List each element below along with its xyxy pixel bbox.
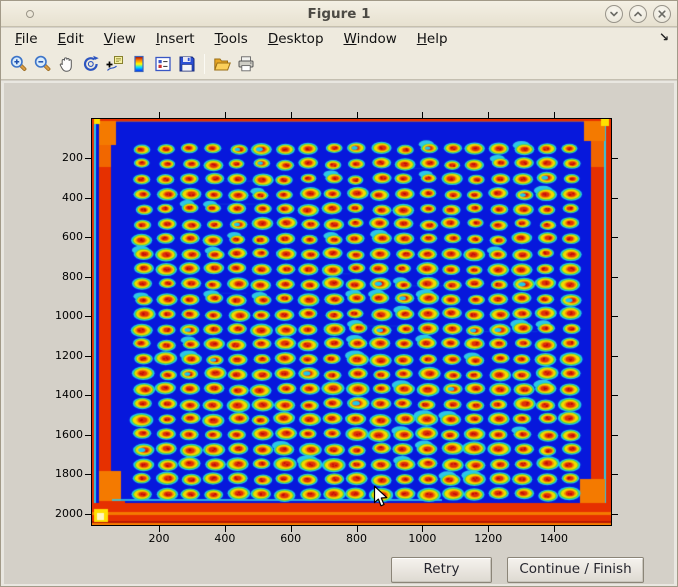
window-title: Figure 1	[307, 5, 371, 22]
tick-mark	[612, 434, 618, 436]
zoom-out-icon[interactable]	[31, 53, 55, 75]
x-axis-tick-label: 800	[346, 532, 368, 545]
x-axis-tick-label: 1000	[408, 532, 437, 545]
tick-mark	[612, 197, 618, 199]
tick-mark	[612, 316, 618, 318]
y-axis-tick-label: 600	[62, 230, 83, 244]
rotate-3d-icon[interactable]	[79, 53, 103, 75]
window-frame-right	[674, 81, 677, 586]
close-button[interactable]	[653, 5, 671, 23]
tick-mark	[85, 157, 91, 159]
y-axis-tick-label: 400	[62, 190, 83, 204]
tick-mark	[159, 526, 161, 532]
y-axis-tick-label: 800	[62, 269, 83, 283]
menu-item-tools[interactable]: Tools	[214, 30, 248, 47]
menu-item-insert[interactable]: Insert	[155, 30, 195, 47]
tick-mark	[422, 526, 424, 532]
x-axis-tick-label: 600	[280, 532, 302, 545]
tick-mark	[422, 112, 424, 118]
menu-item-window[interactable]: Window	[343, 30, 397, 47]
tick-mark	[356, 526, 358, 532]
dock-figure-icon[interactable]: ↘	[658, 30, 669, 44]
window-frame-left	[1, 81, 4, 586]
tick-mark	[85, 474, 91, 476]
plot-axes[interactable]	[91, 118, 612, 526]
tick-mark	[612, 474, 618, 476]
tick-mark	[85, 197, 91, 199]
tick-mark	[612, 237, 618, 239]
tick-mark	[290, 112, 292, 118]
menubar: File Edit View Insert Tools Desktop Window Help…	[1, 28, 677, 49]
tick-mark	[159, 112, 161, 118]
tick-mark	[85, 237, 91, 239]
toolbar-separator	[204, 54, 205, 74]
minimize-button[interactable]	[605, 5, 623, 23]
y-axis-tick-label: 1000	[55, 309, 83, 323]
menu-item-view[interactable]: View	[103, 30, 136, 47]
x-axis-tick-label: 400	[214, 532, 236, 545]
chevron-up-icon	[634, 11, 642, 17]
tick-mark	[290, 526, 292, 532]
tick-mark	[224, 112, 226, 118]
x-axis-tick-label: 200	[148, 532, 170, 545]
chevron-down-icon	[610, 11, 618, 17]
figure-toolbar	[1, 49, 677, 80]
window-frame-bottom	[1, 584, 677, 586]
y-axis-tick-label: 1800	[55, 467, 83, 481]
tick-mark	[612, 157, 618, 159]
retry-button[interactable]: Retry	[391, 557, 492, 583]
tick-mark	[85, 395, 91, 397]
tick-mark	[554, 112, 556, 118]
close-icon	[658, 10, 666, 18]
x-axis-tick-label: 1200	[474, 532, 503, 545]
open-file-icon[interactable]	[210, 53, 234, 75]
tick-mark	[554, 526, 556, 532]
menu-item-file[interactable]: File	[15, 30, 38, 47]
tick-mark	[224, 526, 226, 532]
tick-mark	[85, 434, 91, 436]
tick-mark	[488, 526, 490, 532]
tick-mark	[612, 276, 618, 278]
window-menu-icon[interactable]	[26, 10, 34, 18]
menu-item-edit[interactable]: Edit	[57, 30, 84, 47]
data-cursor-icon[interactable]	[103, 53, 127, 75]
y-axis-tick-label: 1200	[55, 348, 83, 362]
colorbar-icon[interactable]	[127, 53, 151, 75]
tick-mark	[85, 316, 91, 318]
print-icon[interactable]	[234, 53, 258, 75]
insert-legend-icon[interactable]	[151, 53, 175, 75]
microarray-image[interactable]	[92, 119, 611, 525]
pan-icon[interactable]	[55, 53, 79, 75]
maximize-button[interactable]	[629, 5, 647, 23]
y-axis-tick-label: 200	[62, 150, 83, 164]
toolbar-lower-highlight	[1, 81, 677, 83]
window-titlebar[interactable]: Figure 1	[1, 1, 677, 27]
y-axis-tick-label: 2000	[55, 506, 83, 520]
tick-mark	[612, 355, 618, 357]
tick-mark	[612, 395, 618, 397]
tick-mark	[488, 112, 490, 118]
tick-mark	[85, 355, 91, 357]
tick-mark	[85, 276, 91, 278]
tick-mark	[356, 112, 358, 118]
menu-item-desktop[interactable]: Desktop	[267, 30, 324, 47]
y-axis-tick-label: 1400	[55, 388, 83, 402]
continue-finish-button[interactable]: Continue / Finish	[507, 557, 644, 583]
y-axis-tick-label: 1600	[55, 427, 83, 441]
tick-mark	[85, 513, 91, 515]
x-axis-tick-label: 1400	[540, 532, 569, 545]
menu-item-help[interactable]: Help	[416, 30, 448, 47]
save-icon[interactable]	[175, 53, 199, 75]
zoom-in-icon[interactable]	[7, 53, 31, 75]
tick-mark	[612, 513, 618, 515]
